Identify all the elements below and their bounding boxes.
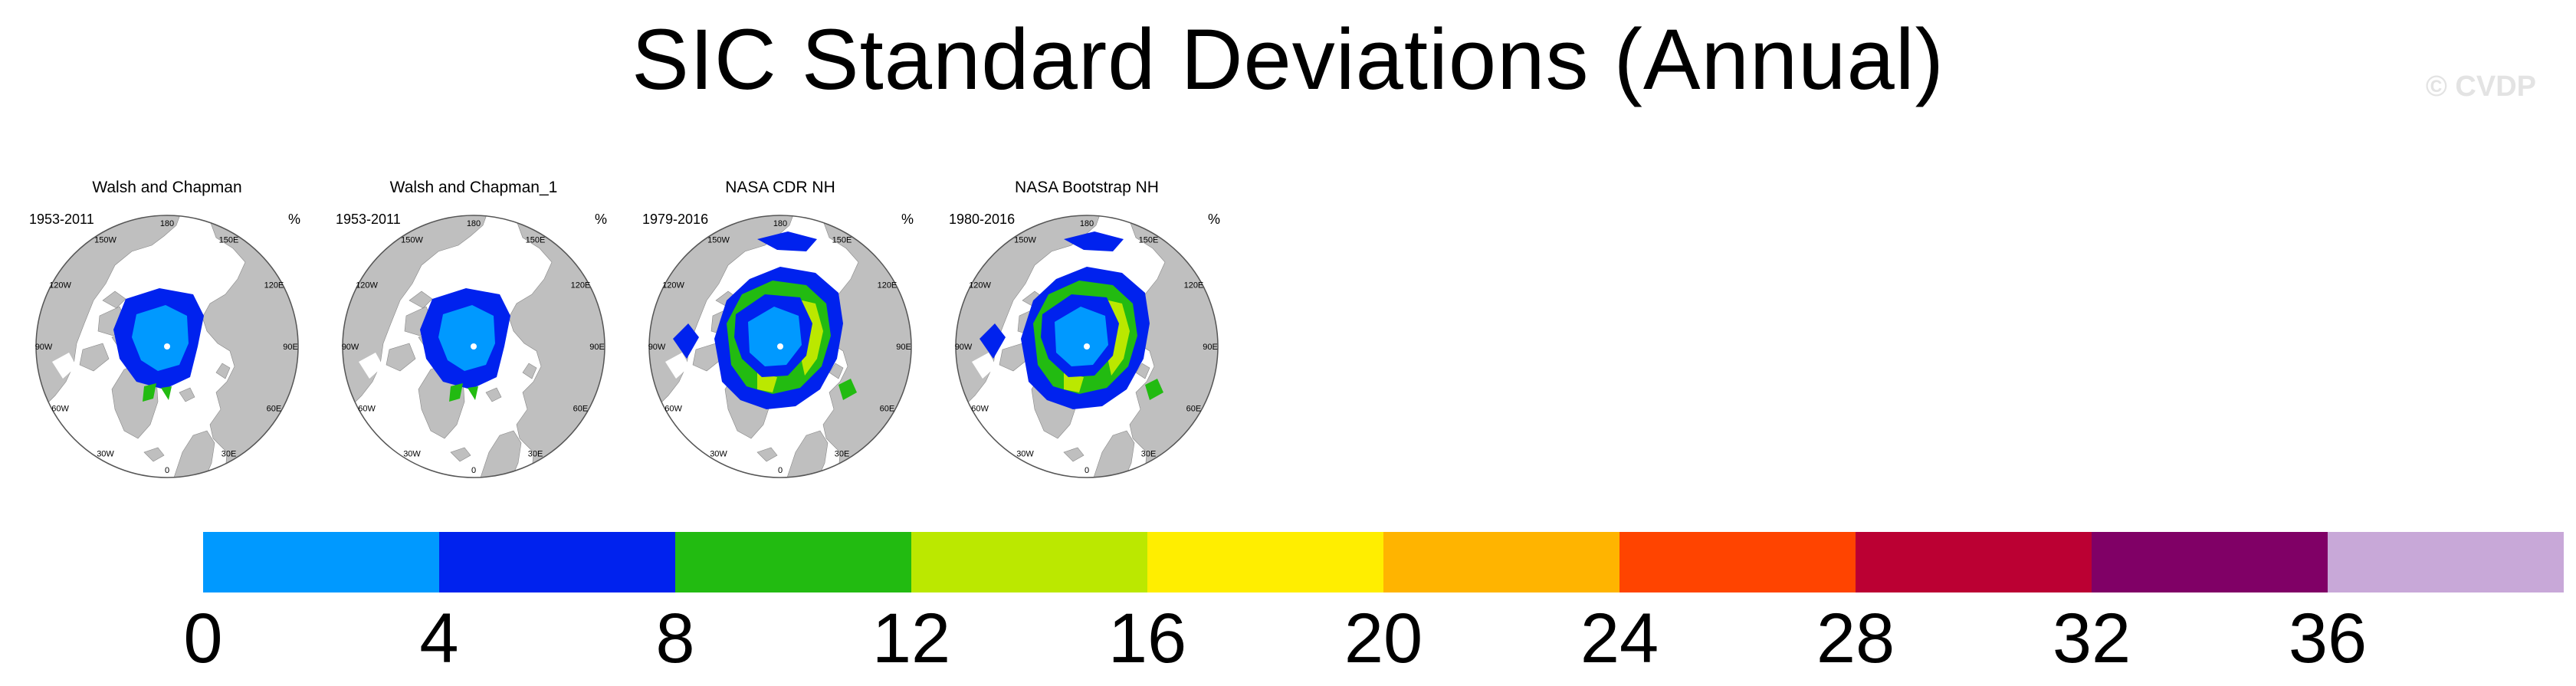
longitude-label: 120W (356, 281, 378, 290)
panel-title: Walsh and Chapman_1 (389, 179, 558, 196)
map-panel-nasa-bootstrap: NASA Bootstrap NH 1980-2016 % 180 150E 120… (949, 178, 1225, 484)
longitude-label: 150W (1014, 236, 1036, 245)
colorbar-box (1619, 532, 1856, 592)
panel-unit: % (594, 212, 607, 227)
longitude-label: 120W (49, 281, 71, 290)
longitude-label: 120W (969, 281, 991, 290)
colorbar-tick-label: 24 (1580, 599, 1659, 678)
colorbar-box (1383, 532, 1619, 592)
colorbar-tick-label: 28 (1816, 599, 1895, 678)
longitude-label: 30E (1141, 449, 1157, 458)
longitude-label: 120E (571, 281, 591, 290)
panel-title: NASA Bootstrap NH (1015, 179, 1159, 196)
longitude-label: 30E (222, 449, 237, 458)
colorbar-tick-label: 32 (2052, 599, 2131, 678)
longitude-label: 60W (665, 405, 682, 414)
longitude-label: 0 (1085, 466, 1089, 475)
longitude-label: 0 (471, 466, 476, 475)
panel-years: 1953-2011 (336, 212, 401, 227)
colorbar-tick-label: 20 (1344, 599, 1423, 678)
longitude-label: 60E (1186, 405, 1202, 414)
colorbar-box (911, 532, 1147, 592)
panel-years: 1979-2016 (642, 212, 709, 227)
longitude-label: 90W (342, 343, 359, 352)
longitude-label: 120E (1184, 281, 1204, 290)
colorbar-box (675, 532, 911, 592)
figure-title: SIC Standard Deviations (Annual) (632, 11, 1944, 107)
polar-stereographic-map: 180 150E 120E 90E 60E 30E 0 30W 60W 90W 120W 150W (35, 215, 299, 478)
panel-title: Walsh and Chapman (92, 179, 242, 196)
colorbar-tick-label: 8 (655, 599, 695, 678)
colorbar-box (2328, 532, 2564, 592)
longitude-label: 90W (35, 343, 53, 352)
colorbar-tick-label: 16 (1108, 599, 1187, 678)
longitude-label: 90E (589, 343, 605, 352)
longitude-label: 120E (878, 281, 897, 290)
longitude-label: 120E (264, 281, 284, 290)
panel-years: 1953-2011 (29, 212, 94, 227)
longitude-label: 0 (778, 466, 783, 475)
longitude-label: 150E (526, 236, 546, 245)
panel-unit: % (287, 212, 300, 227)
colorbar (203, 532, 2564, 592)
longitude-label: 150W (401, 236, 423, 245)
longitude-label: 180 (160, 219, 174, 228)
longitude-label: 150W (94, 236, 116, 245)
polar-stereographic-map: 180 150E 120E 90E 60E 30E 0 30W 60W 90W 120W 150W (648, 215, 912, 478)
longitude-label: 90E (896, 343, 911, 352)
longitude-label: 60W (358, 405, 376, 414)
longitude-label: 90W (955, 343, 973, 352)
map-panel-walsh-chapman-1: Walsh and Chapman_1 1953-2011 % 180 150E 1… (336, 178, 612, 484)
longitude-label: 120W (662, 281, 684, 290)
colorbar-tick-label: 36 (2288, 599, 2368, 678)
panel-unit: % (901, 212, 914, 227)
longitude-label: 30W (97, 449, 114, 458)
longitude-label: 60E (573, 405, 589, 414)
panel-title: NASA CDR NH (725, 179, 835, 196)
colorbar-tick-label: 12 (871, 599, 951, 678)
panel-unit: % (1207, 212, 1220, 227)
colorbar-box (203, 532, 439, 592)
longitude-label: 60W (971, 405, 989, 414)
colorbar-box (1856, 532, 2092, 592)
longitude-label: 90E (283, 343, 298, 352)
longitude-label: 180 (773, 219, 787, 228)
colorbar-box (439, 532, 675, 592)
colorbar-tick-labels: 0 4 8 12 16 20 24 28 32 36 (0, 596, 2576, 681)
longitude-label: 0 (165, 466, 169, 475)
watermark: © CVDP (2425, 71, 2536, 103)
map-panel-walsh-chapman: Walsh and Chapman 1953-2011 % 180 150E 120… (29, 178, 305, 484)
longitude-label: 150E (1139, 236, 1159, 245)
longitude-label: 180 (1080, 219, 1094, 228)
longitude-label: 60W (51, 405, 69, 414)
map-panel-nasa-cdr: NASA CDR NH 1979-2016 % 180 150E 120E 90E 60… (642, 178, 918, 484)
longitude-label: 30W (710, 449, 727, 458)
longitude-label: 90W (648, 343, 666, 352)
longitude-label: 60E (267, 405, 282, 414)
longitude-label: 150E (832, 236, 852, 245)
polar-stereographic-map: 180 150E 120E 90E 60E 30E 0 30W 60W 90W 120W 150W (955, 215, 1219, 478)
panel-years: 1980-2016 (949, 212, 1016, 227)
longitude-label: 30E (835, 449, 850, 458)
longitude-label: 150W (707, 236, 730, 245)
longitude-label: 30W (403, 449, 421, 458)
polar-stereographic-map: 180 150E 120E 90E 60E 30E 0 30W 60W 90W 120W 150W (342, 215, 605, 478)
colorbar-tick-label: 4 (419, 599, 459, 678)
longitude-label: 90E (1203, 343, 1218, 352)
longitude-label: 180 (467, 219, 481, 228)
longitude-label: 30W (1016, 449, 1034, 458)
colorbar-box (2092, 532, 2328, 592)
longitude-label: 150E (219, 236, 239, 245)
longitude-label: 60E (880, 405, 895, 414)
colorbar-box (1147, 532, 1383, 592)
longitude-label: 30E (528, 449, 543, 458)
colorbar-tick-label: 0 (183, 599, 223, 678)
